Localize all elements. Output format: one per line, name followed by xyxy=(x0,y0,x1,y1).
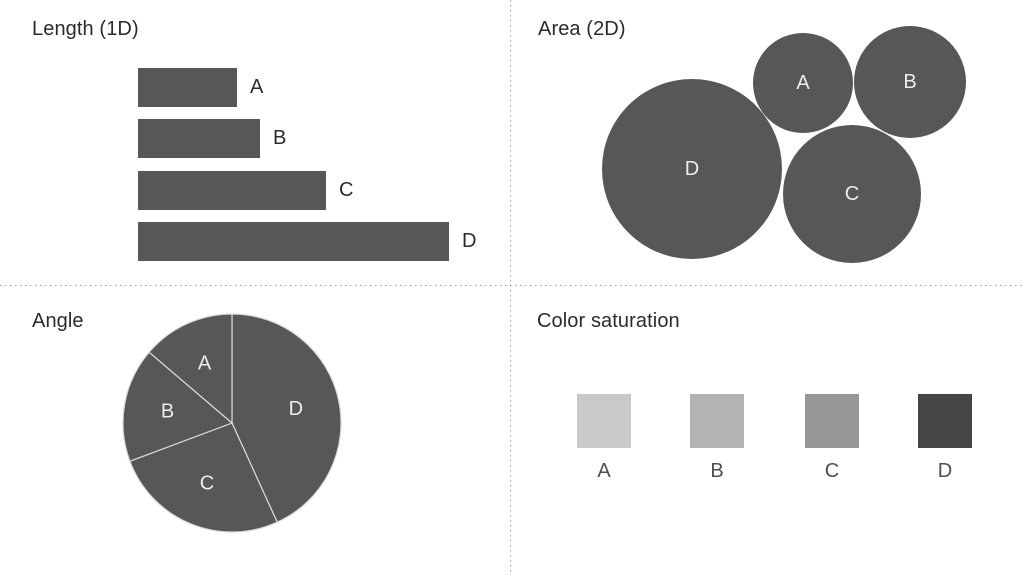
swatch-label-b: B xyxy=(710,460,724,482)
swatch-column: C xyxy=(805,394,859,483)
swatch-label-a: A xyxy=(597,460,611,482)
area-circle-b: B xyxy=(854,26,966,138)
area-circle-a: A xyxy=(753,33,853,133)
swatch-column: A xyxy=(577,394,631,483)
angle-pie-chart: D C B A xyxy=(122,313,342,533)
swatch-label-c: C xyxy=(824,460,840,482)
saturation-swatch-a xyxy=(577,394,631,448)
panel-title-area: Area (2D) xyxy=(538,18,626,40)
saturation-swatch-b xyxy=(690,394,744,448)
panel-title-saturation: Color saturation xyxy=(537,310,680,332)
pie-slice-b xyxy=(122,351,234,462)
pie-label-a: A xyxy=(198,353,212,375)
pie-label-d: D xyxy=(289,398,303,420)
circle-label-a: A xyxy=(796,71,810,94)
bar-label-d: D xyxy=(462,230,477,252)
bar-row: B xyxy=(138,119,286,158)
bar-row: C xyxy=(138,171,353,210)
pie-slice-a xyxy=(148,313,233,425)
pie-label-c: C xyxy=(200,472,214,494)
saturation-swatch-d xyxy=(918,394,972,448)
panel-title-length: Length (1D) xyxy=(32,18,139,40)
pie-label-b: B xyxy=(161,401,174,423)
circle-label-b: B xyxy=(903,70,917,93)
bar-d xyxy=(138,222,449,261)
circle-label-d: D xyxy=(684,157,700,180)
bar-label-b: B xyxy=(273,127,287,149)
bar-label-a: A xyxy=(250,76,264,98)
bar-a xyxy=(138,68,237,107)
horizontal-dotted-divider xyxy=(0,285,1024,286)
saturation-swatch-c xyxy=(805,394,859,448)
bar-b xyxy=(138,119,260,158)
pie-slice-c xyxy=(129,422,278,533)
bar-c xyxy=(138,171,326,210)
area-circle-c: C xyxy=(783,125,921,263)
swatch-column: D xyxy=(918,394,972,483)
vertical-dotted-divider xyxy=(510,0,511,575)
area-circle-d: D xyxy=(602,79,782,259)
panel-title-angle: Angle xyxy=(32,310,84,332)
circle-label-c: C xyxy=(844,182,860,205)
bar-row: A xyxy=(138,68,263,107)
swatch-label-d: D xyxy=(937,460,953,482)
bar-label-c: C xyxy=(339,179,354,201)
pie-slice-d xyxy=(231,313,342,523)
swatch-column: B xyxy=(690,394,744,483)
bar-row: D xyxy=(138,222,476,261)
